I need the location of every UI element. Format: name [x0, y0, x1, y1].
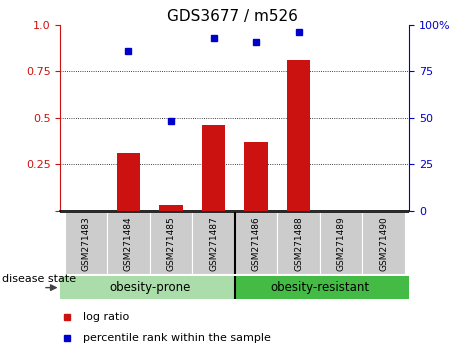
Bar — [235, 276, 409, 299]
Text: GDS3677 / m526: GDS3677 / m526 — [167, 9, 298, 24]
Text: disease state: disease state — [2, 274, 76, 284]
Bar — [150, 212, 193, 274]
Text: log ratio: log ratio — [83, 312, 129, 322]
Text: GSM271484: GSM271484 — [124, 216, 133, 271]
Bar — [362, 212, 405, 274]
Bar — [193, 212, 235, 274]
Bar — [277, 212, 320, 274]
Text: GSM271487: GSM271487 — [209, 216, 218, 271]
Bar — [65, 212, 107, 274]
Text: GSM271483: GSM271483 — [81, 216, 91, 271]
Bar — [287, 60, 310, 211]
Bar — [320, 212, 362, 274]
Text: percentile rank within the sample: percentile rank within the sample — [83, 332, 271, 343]
Bar — [60, 276, 235, 299]
Text: GSM271489: GSM271489 — [337, 216, 345, 271]
Text: GSM271488: GSM271488 — [294, 216, 303, 271]
Text: GSM271486: GSM271486 — [252, 216, 260, 271]
Text: obesity-resistant: obesity-resistant — [270, 281, 370, 294]
Bar — [245, 142, 268, 211]
Bar — [117, 153, 140, 211]
Bar — [202, 125, 225, 211]
Bar — [107, 212, 150, 274]
Bar — [159, 205, 183, 211]
Bar — [235, 212, 277, 274]
Text: obesity-prone: obesity-prone — [109, 281, 191, 294]
Text: GSM271490: GSM271490 — [379, 216, 388, 271]
Text: GSM271485: GSM271485 — [166, 216, 175, 271]
